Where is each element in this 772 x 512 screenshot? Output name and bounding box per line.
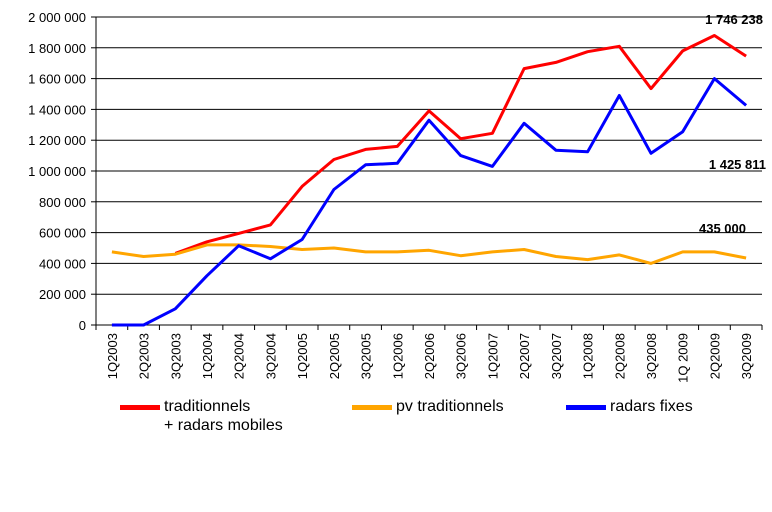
legend-item-traditionnels: traditionnels + radars mobiles (120, 397, 283, 435)
x-tick-label: 1Q2008 (581, 333, 596, 379)
axes (95, 17, 763, 330)
x-tick-label: 3Q2003 (168, 333, 183, 379)
y-tick-label: 1 800 000 (28, 41, 86, 56)
legend: traditionnels + radars mobiles pv tradit… (0, 397, 772, 442)
x-tick-label: 1Q2006 (390, 333, 405, 379)
legend-swatch-orange (352, 405, 392, 410)
value-annotation: 435 000 (699, 221, 746, 236)
x-tick-label: 3Q2009 (739, 333, 754, 379)
y-tick-label: 200 000 (39, 287, 86, 302)
y-tick-label: 0 (79, 318, 86, 333)
series-lines (111, 34, 748, 327)
y-tick-label: 1 000 000 (28, 164, 86, 179)
x-tick-label: 3Q2007 (549, 333, 564, 379)
x-tick-label: 2Q2004 (232, 333, 247, 379)
value-annotation: 1 425 811 (709, 157, 766, 172)
y-tick-label: 800 000 (39, 195, 86, 210)
y-tick-labels: 0 200 000 400 000 600 000 800 000 1 000 000 1 … (28, 10, 86, 333)
x-tick-label: 3Q2004 (263, 333, 278, 379)
y-tick-label: 1 200 000 (28, 133, 86, 148)
annotations: 1 746 238 1 425 811 435 000 (699, 12, 766, 236)
legend-label: traditionnels + radars mobiles (164, 398, 283, 434)
x-tick-label: 2Q2008 (612, 333, 627, 379)
x-tick-label: 1Q2003 (105, 333, 120, 379)
legend-label: radars fixes (610, 398, 693, 415)
grid-lines (91, 16, 762, 326)
series-line-2 (111, 77, 748, 327)
line-chart: 0 200 000 400 000 600 000 800 000 1 000 000 1 … (28, 10, 766, 383)
y-tick-label: 1 600 000 (28, 72, 86, 87)
x-tick-labels: 1Q2003 2Q2003 3Q2003 1Q2004 2Q2004 3Q2004 1Q20… (105, 333, 754, 383)
legend-label: pv traditionnels (396, 398, 504, 415)
legend-item-radars-fixes: radars fixes (566, 397, 693, 416)
y-tick-label: 400 000 (39, 256, 86, 271)
x-tick-label: 2Q2009 (707, 333, 722, 379)
series-line-0 (174, 34, 747, 255)
x-tick-label: 1Q2005 (295, 333, 310, 379)
x-tick-label: 3Q2006 (454, 333, 469, 379)
value-annotation: 1 746 238 (705, 12, 763, 27)
legend-item-pv-traditionnels: pv traditionnels (352, 397, 504, 416)
x-tick-label: 1Q 2009 (676, 333, 691, 383)
x-tick-label: 1Q2007 (485, 333, 500, 379)
series-line-1 (111, 243, 747, 265)
y-tick-label: 2 000 000 (28, 10, 86, 25)
x-tick-label: 2Q2003 (137, 333, 152, 379)
x-tick-label: 3Q2005 (359, 333, 374, 379)
y-tick-label: 1 400 000 (28, 102, 86, 117)
legend-swatch-red (120, 405, 160, 410)
x-tick-label: 3Q2008 (644, 333, 659, 379)
x-tick-label: 2Q2005 (327, 333, 342, 379)
x-tick-label: 1Q2004 (200, 333, 215, 379)
x-tick-label: 2Q2007 (517, 333, 532, 379)
y-tick-label: 600 000 (39, 226, 86, 241)
legend-swatch-blue (566, 405, 606, 410)
x-tick-label: 2Q2006 (422, 333, 437, 379)
